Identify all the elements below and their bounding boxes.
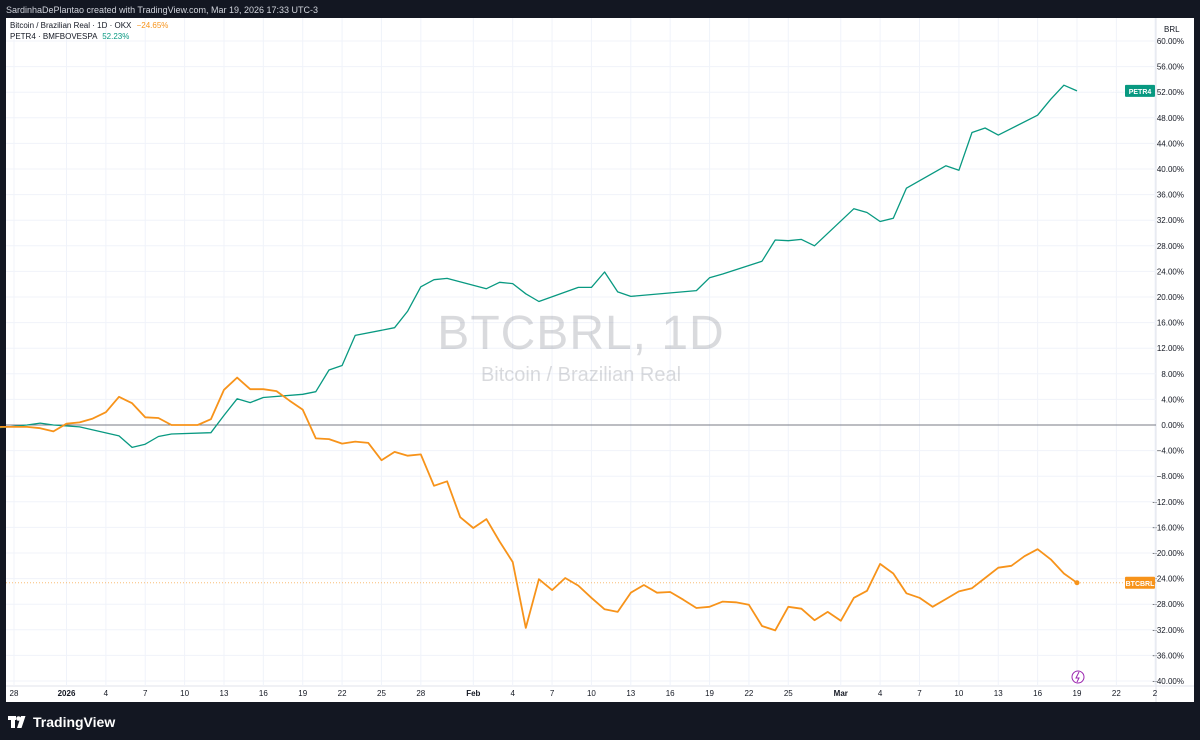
legend-value: 52.23% <box>102 32 130 41</box>
y-tick-label: −40.00% <box>1152 677 1184 686</box>
legend-value: −24.65% <box>136 21 169 30</box>
x-tick-label: 13 <box>994 689 1003 698</box>
x-tick-label: 22 <box>338 689 347 698</box>
legend-item-btcbrl[interactable]: Bitcoin / Brazilian Real · 1D · OKX −24.… <box>10 20 168 31</box>
chart-frame <box>6 18 1194 702</box>
x-tick-label: 25 <box>377 689 386 698</box>
x-tick-label: 25 <box>784 689 793 698</box>
series-badge-petr4[interactable] <box>1125 84 1155 97</box>
y-tick-label: 44.00% <box>1157 139 1184 148</box>
series-line-btcbrl[interactable] <box>0 376 1078 632</box>
y-tick-label: −28.00% <box>1152 600 1184 609</box>
x-tick-label: 4 <box>104 689 109 698</box>
y-tick-label: 24.00% <box>1157 267 1184 276</box>
x-tick-label: 19 <box>1073 689 1082 698</box>
x-tick-label: 16 <box>666 689 675 698</box>
x-tick-label: 4 <box>510 689 515 698</box>
x-tick-label: Feb <box>466 689 480 698</box>
x-tick-label: 19 <box>705 689 714 698</box>
x-tick-label: 19 <box>298 689 307 698</box>
line-chart[interactable]: 60.00%56.00%52.00%48.00%44.00%40.00%36.0… <box>0 0 1200 702</box>
x-tick-label: 13 <box>626 689 635 698</box>
y-tick-label: 4.00% <box>1161 395 1184 404</box>
y-tick-label: 60.00% <box>1157 37 1184 46</box>
chart-legend: Bitcoin / Brazilian Real · 1D · OKX −24.… <box>10 20 168 42</box>
series-badge-label: PETR4 <box>1129 89 1152 96</box>
x-tick-label: 7 <box>143 689 148 698</box>
footer-bar: TradingView <box>0 702 1200 740</box>
x-tick-label: 4 <box>878 689 883 698</box>
y-tick-label: 28.00% <box>1157 242 1184 251</box>
symbol-watermark: BTCBRL, 1D <box>437 307 725 360</box>
last-point-marker <box>1074 580 1080 586</box>
y-tick-label: 52.00% <box>1157 88 1184 97</box>
y-tick-label: 20.00% <box>1157 293 1184 302</box>
y-tick-label: 40.00% <box>1157 165 1184 174</box>
series-badge-label: BTCBRL <box>1126 581 1155 588</box>
legend-item-petr4[interactable]: PETR4 · BMFBOVESPA 52.23% <box>10 31 168 42</box>
y-tick-label: 12.00% <box>1157 344 1184 353</box>
tradingview-icon <box>8 716 26 728</box>
x-tick-label: 22 <box>744 689 753 698</box>
y-tick-label: 8.00% <box>1161 370 1184 379</box>
y-tick-label: 0.00% <box>1161 421 1184 430</box>
price-axis-unit: BRL <box>1164 25 1180 34</box>
chart-attribution: SardinhaDePlantao created with TradingVi… <box>6 5 319 15</box>
x-tick-label: 16 <box>259 689 268 698</box>
series-badge-btcbrl[interactable] <box>1125 576 1155 589</box>
x-tick-label: 22 <box>1112 689 1121 698</box>
symbol-description-watermark: Bitcoin / Brazilian Real <box>480 364 682 386</box>
brand-name: TradingView <box>33 714 116 730</box>
x-tick-label: 2026 <box>58 689 76 698</box>
y-tick-label: −20.00% <box>1152 549 1184 558</box>
y-tick-label: 48.00% <box>1157 114 1184 123</box>
tradingview-logo[interactable]: TradingView <box>8 714 115 730</box>
series-line-petr4[interactable] <box>0 84 1078 449</box>
legend-label: PETR4 · BMFBOVESPA <box>10 32 97 41</box>
x-tick-label: 7 <box>917 689 922 698</box>
x-tick-label: 28 <box>10 689 19 698</box>
event-marker-icon[interactable] <box>1071 670 1085 684</box>
y-tick-label: 56.00% <box>1157 63 1184 72</box>
y-tick-label: −32.00% <box>1152 626 1184 635</box>
x-tick-label: 13 <box>220 689 229 698</box>
legend-label: Bitcoin / Brazilian Real · 1D · OKX <box>10 21 132 30</box>
x-tick-label: 28 <box>416 689 425 698</box>
lightning-icon <box>1075 671 1080 683</box>
x-tick-label: 2 <box>1153 689 1158 698</box>
x-tick-label: 10 <box>587 689 596 698</box>
y-tick-label: 16.00% <box>1157 319 1184 328</box>
x-tick-label: 10 <box>954 689 963 698</box>
x-tick-label: Mar <box>834 689 848 698</box>
y-tick-label: 36.00% <box>1157 191 1184 200</box>
x-tick-label: 10 <box>180 689 189 698</box>
y-tick-label: −16.00% <box>1152 523 1184 532</box>
y-tick-label: −12.00% <box>1152 498 1184 507</box>
y-tick-label: −24.00% <box>1152 575 1184 584</box>
y-tick-label: −4.00% <box>1157 447 1184 456</box>
y-tick-label: 32.00% <box>1157 216 1184 225</box>
x-tick-label: 16 <box>1033 689 1042 698</box>
y-tick-label: −36.00% <box>1152 651 1184 660</box>
y-tick-label: −8.00% <box>1157 472 1184 481</box>
x-tick-label: 7 <box>550 689 555 698</box>
